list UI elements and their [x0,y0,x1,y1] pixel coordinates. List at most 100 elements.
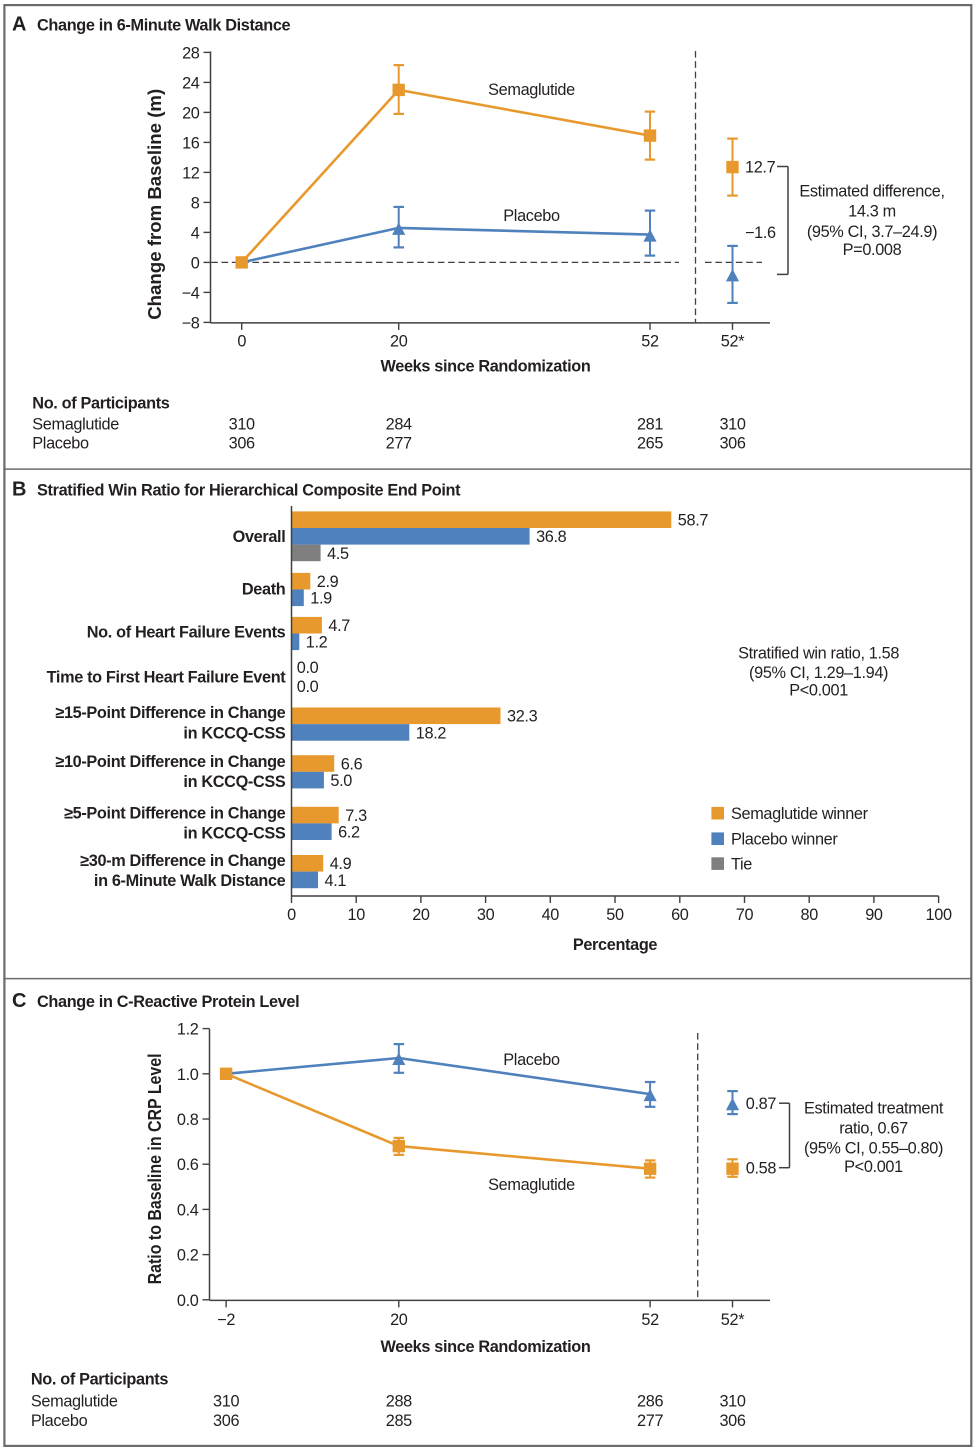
svg-text:50: 50 [606,906,624,924]
svg-text:Time to First Heart Failure Ev: Time to First Heart Failure Event [47,669,287,687]
svg-text:52: 52 [641,1311,659,1329]
svg-text:Stratified win ratio, 1.58: Stratified win ratio, 1.58 [738,645,899,663]
svg-text:Placebo: Placebo [31,1412,88,1430]
svg-text:Placebo: Placebo [503,1051,560,1069]
svg-text:(95% CI, 3.7–24.9): (95% CI, 3.7–24.9) [807,223,937,241]
svg-text:Tie: Tie [731,856,752,874]
svg-text:1.2: 1.2 [306,634,328,652]
svg-text:52*: 52* [721,333,745,351]
svg-text:30: 30 [477,906,495,924]
svg-text:4: 4 [191,224,200,242]
svg-text:0.6: 0.6 [177,1156,199,1174]
svg-text:−8: −8 [182,314,200,332]
svg-text:≥15-Point Difference in Change: ≥15-Point Difference in Change [55,704,285,722]
svg-text:A: A [12,14,26,36]
svg-text:52*: 52* [721,1311,745,1329]
svg-text:0.0: 0.0 [297,659,319,677]
svg-text:Placebo: Placebo [503,207,560,225]
svg-text:in KCCQ-CSS: in KCCQ-CSS [183,724,285,742]
svg-text:4.1: 4.1 [325,872,347,890]
svg-text:Estimated treatment: Estimated treatment [804,1099,944,1117]
svg-text:Death: Death [242,581,286,599]
svg-text:C: C [12,990,26,1012]
svg-text:Placebo: Placebo [32,435,89,453]
svg-text:20: 20 [390,1311,408,1329]
svg-text:10: 10 [347,906,365,924]
svg-text:285: 285 [386,1412,412,1430]
svg-text:0.4: 0.4 [177,1201,199,1219]
svg-text:40: 40 [542,906,560,924]
svg-text:90: 90 [865,906,883,924]
svg-text:0.87: 0.87 [746,1095,777,1113]
svg-text:≥10-Point Difference in Change: ≥10-Point Difference in Change [55,753,285,771]
svg-text:288: 288 [386,1392,412,1410]
svg-text:36.8: 36.8 [536,528,567,546]
svg-text:20: 20 [412,906,430,924]
svg-text:0: 0 [237,333,246,351]
svg-text:60: 60 [671,906,689,924]
svg-text:Stratified Win Ratio for Hiera: Stratified Win Ratio for Hierarchical Co… [37,481,461,499]
svg-text:286: 286 [637,1392,663,1410]
svg-text:306: 306 [719,435,745,453]
svg-text:Semaglutide: Semaglutide [488,81,575,99]
svg-text:14.3 m: 14.3 m [848,203,896,221]
svg-text:1.2: 1.2 [177,1021,199,1039]
svg-text:4.9: 4.9 [330,855,352,873]
svg-text:310: 310 [719,1392,745,1410]
svg-text:in 6-Minute Walk Distance: in 6-Minute Walk Distance [94,872,286,890]
svg-text:310: 310 [213,1392,239,1410]
svg-text:277: 277 [386,435,412,453]
svg-text:0: 0 [191,254,200,272]
svg-text:1.9: 1.9 [310,590,332,608]
svg-text:5.0: 5.0 [330,772,352,790]
svg-text:−2: −2 [217,1311,235,1329]
svg-text:Weeks since Randomization: Weeks since Randomization [381,358,591,376]
svg-text:P<0.001: P<0.001 [844,1158,903,1176]
svg-text:6.6: 6.6 [341,755,363,773]
svg-text:B: B [12,478,26,500]
svg-text:4.7: 4.7 [328,617,350,635]
svg-text:70: 70 [736,906,754,924]
svg-text:No. of Heart Failure Events: No. of Heart Failure Events [87,624,286,642]
svg-text:No. of Participants: No. of Participants [32,395,169,413]
svg-text:2.9: 2.9 [317,573,339,591]
svg-text:Percentage: Percentage [573,936,658,954]
svg-text:ratio, 0.67: ratio, 0.67 [839,1120,908,1138]
svg-text:12: 12 [182,164,200,182]
svg-text:310: 310 [229,416,255,434]
svg-text:No. of Participants: No. of Participants [31,1371,168,1389]
svg-text:in KCCQ-CSS: in KCCQ-CSS [183,773,285,791]
svg-text:(95% CI, 1.29–1.94): (95% CI, 1.29–1.94) [749,664,888,682]
svg-text:310: 310 [719,416,745,434]
svg-text:Estimated difference,: Estimated difference, [799,182,944,200]
svg-text:≥30-m Difference in Change: ≥30-m Difference in Change [80,852,286,870]
svg-text:Change in 6-Minute Walk Distan: Change in 6-Minute Walk Distance [37,17,291,35]
svg-text:6.2: 6.2 [338,824,360,842]
svg-text:Semaglutide: Semaglutide [488,1176,575,1194]
svg-text:1.0: 1.0 [177,1066,199,1084]
svg-text:20: 20 [182,104,200,122]
svg-text:Placebo winner: Placebo winner [731,831,838,849]
svg-text:P<0.001: P<0.001 [789,682,848,700]
svg-text:80: 80 [800,906,818,924]
svg-text:306: 306 [229,435,255,453]
svg-text:0.0: 0.0 [297,678,319,696]
svg-text:Semaglutide winner: Semaglutide winner [731,805,869,823]
svg-text:24: 24 [182,74,200,92]
svg-text:16: 16 [182,134,200,152]
svg-text:100: 100 [926,906,952,924]
svg-text:Semaglutide: Semaglutide [32,416,119,434]
svg-text:P=0.008: P=0.008 [843,241,902,259]
svg-text:306: 306 [719,1412,745,1430]
svg-text:−1.6: −1.6 [745,224,776,242]
svg-text:0.2: 0.2 [177,1247,199,1265]
svg-text:Semaglutide: Semaglutide [31,1392,118,1410]
svg-text:18.2: 18.2 [416,724,447,742]
svg-text:(95% CI, 0.55–0.80): (95% CI, 0.55–0.80) [804,1140,943,1158]
svg-text:306: 306 [213,1412,239,1430]
svg-text:4.5: 4.5 [327,545,349,563]
svg-text:281: 281 [637,416,663,434]
svg-text:32.3: 32.3 [507,708,538,726]
svg-text:12.7: 12.7 [745,158,776,176]
svg-text:Weeks since Randomization: Weeks since Randomization [381,1338,591,1356]
